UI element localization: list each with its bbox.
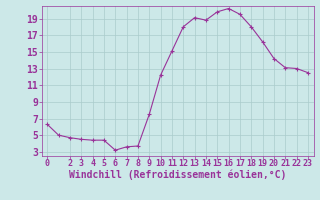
X-axis label: Windchill (Refroidissement éolien,°C): Windchill (Refroidissement éolien,°C) <box>69 170 286 180</box>
